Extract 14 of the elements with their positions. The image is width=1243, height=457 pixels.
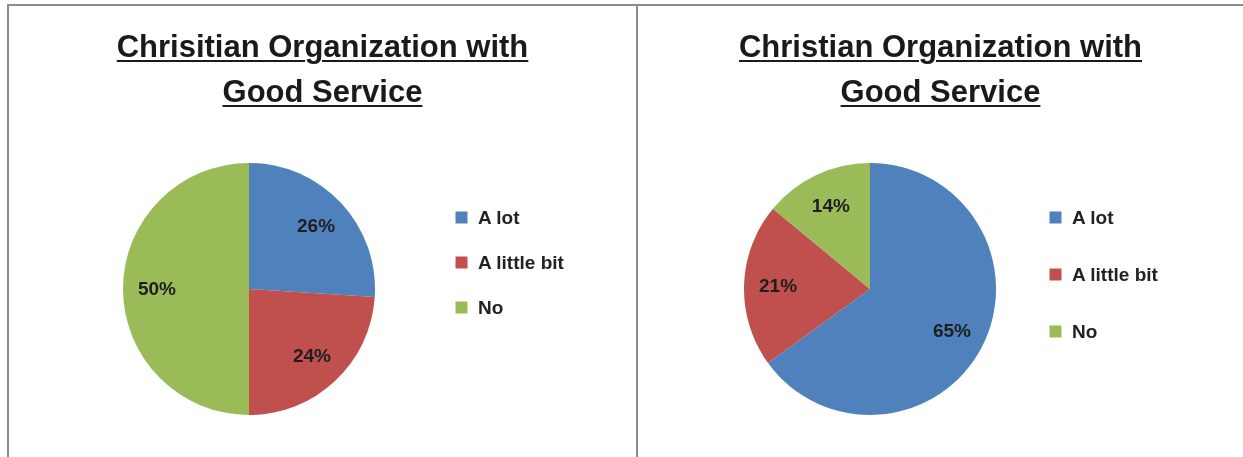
data-label: 26% [297, 215, 336, 237]
data-label: 14% [811, 194, 850, 216]
legend-label: A lot [478, 206, 521, 228]
legend-label: A little bit [1072, 263, 1159, 285]
data-label: 24% [292, 345, 332, 367]
chart-title: Chrisitian Organization with Good Service [115, 28, 530, 111]
legend-label: A lot [1072, 206, 1115, 228]
data-label: 65% [932, 319, 972, 341]
legend-label: No [1072, 320, 1098, 342]
legend-label: No [478, 296, 504, 318]
data-label: 21% [759, 275, 798, 297]
legend-label: A little bit [478, 251, 565, 273]
data-label: 50% [137, 278, 177, 299]
chart-title: Christian Organization with Good Service [738, 28, 1143, 111]
